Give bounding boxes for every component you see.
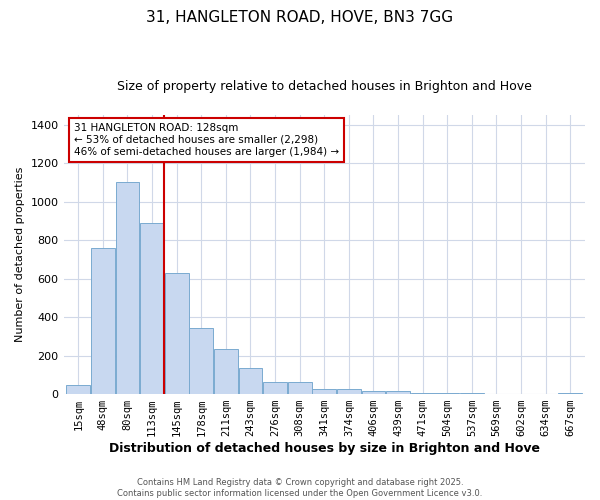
Bar (116, 182, 139, 394)
Text: 31 HANGLETON ROAD: 128sqm
← 53% of detached houses are smaller (2,298)
46% of se: 31 HANGLETON ROAD: 128sqm ← 53% of detac… (74, 124, 339, 156)
Bar (411, 392, 434, 394)
Bar (67, 385, 90, 394)
X-axis label: Distribution of detached houses by size in Brighton and Hove: Distribution of detached houses by size … (109, 442, 540, 455)
Y-axis label: Number of detached properties: Number of detached properties (15, 167, 25, 342)
Bar (460, 392, 484, 394)
Bar (140, 223, 164, 394)
Bar (239, 368, 262, 394)
Bar (190, 328, 213, 394)
Bar (288, 382, 311, 394)
Bar (91, 248, 115, 394)
Text: Contains HM Land Registry data © Crown copyright and database right 2025.
Contai: Contains HM Land Registry data © Crown c… (118, 478, 482, 498)
Text: 31, HANGLETON ROAD, HOVE, BN3 7GG: 31, HANGLETON ROAD, HOVE, BN3 7GG (146, 10, 454, 25)
Bar (436, 392, 459, 394)
Bar (313, 388, 336, 394)
Bar (386, 390, 410, 394)
Bar (214, 349, 238, 394)
Bar (337, 388, 361, 394)
Bar (559, 392, 582, 394)
Title: Size of property relative to detached houses in Brighton and Hove: Size of property relative to detached ho… (117, 80, 532, 93)
Bar (165, 273, 188, 394)
Bar (362, 390, 385, 394)
Bar (263, 382, 287, 394)
